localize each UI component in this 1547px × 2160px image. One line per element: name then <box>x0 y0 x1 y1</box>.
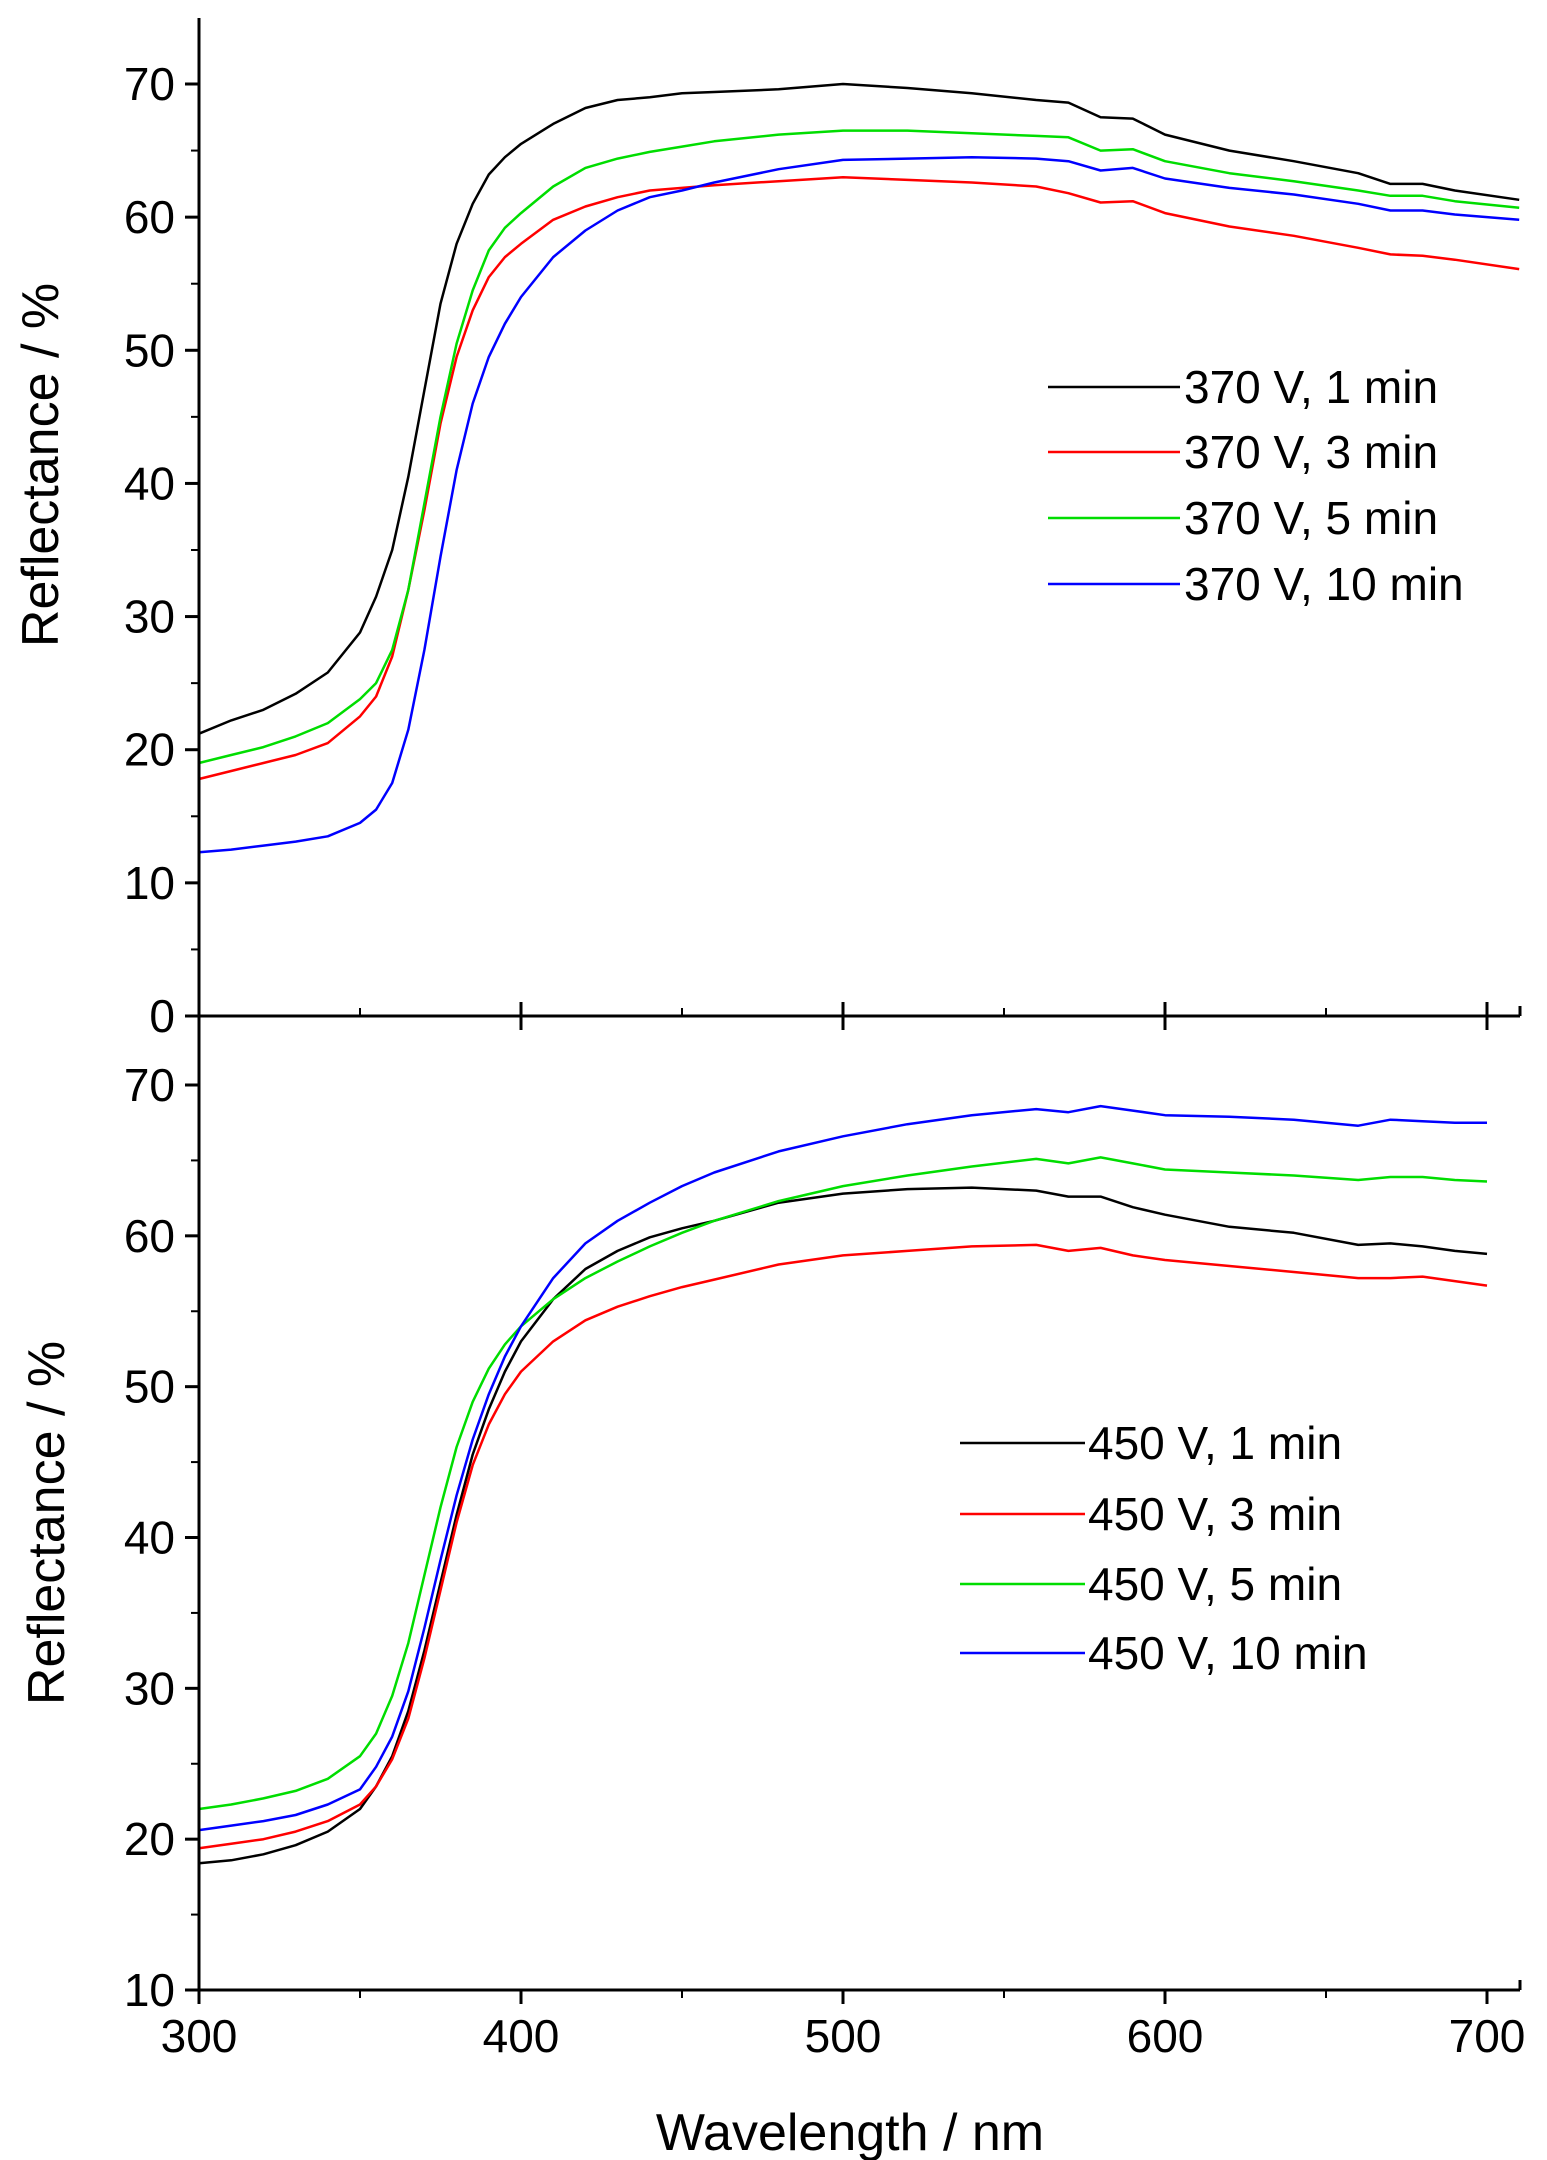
top-ytick-label: 50 <box>124 324 175 376</box>
bottom-axes: 10 20 30 40 50 60 70 300 400 500 600 700 <box>124 1016 1526 2062</box>
top-ytick-label: 20 <box>124 724 175 776</box>
bottom-xtick-label: 600 <box>1127 2010 1204 2062</box>
top-ytick-label: 70 <box>124 58 175 110</box>
top-ylabel: Reflectance / % <box>12 283 70 647</box>
bottom-ylabel: Reflectance / % <box>18 1341 76 1705</box>
top-series-1-line <box>198 82 1520 735</box>
bottom-ytick-label: 60 <box>124 1210 175 1262</box>
bottom-ytick-label: 50 <box>124 1361 175 1413</box>
bottom-legend-label-3: 450 V, 5 min <box>1088 1558 1342 1610</box>
bottom-xtick-label: 400 <box>483 2010 560 2062</box>
top-plot-lines <box>198 82 1520 854</box>
top-series-4-line <box>198 155 1520 854</box>
top-ytick-label: 30 <box>124 591 175 643</box>
bottom-plot-lines <box>198 1104 1488 1865</box>
bottom-legend: 450 V, 1 min 450 V, 3 min 450 V, 5 min 4… <box>960 1417 1368 1679</box>
bottom-legend-label-2: 450 V, 3 min <box>1088 1488 1342 1540</box>
top-series-3-line <box>198 129 1520 765</box>
top-panel: 0 10 20 30 40 50 60 70 Reflectance / % 370 V, 1… <box>12 18 1522 1042</box>
bottom-series-2-line <box>198 1243 1488 1850</box>
bottom-xtick-label: 700 <box>1449 2010 1526 2062</box>
top-series-2-line <box>198 175 1520 781</box>
bottom-xtick-label: 500 <box>805 2010 882 2062</box>
bottom-series-3-line <box>198 1156 1488 1811</box>
bottom-ytick-label: 70 <box>124 1059 175 1111</box>
bottom-series-4-line <box>198 1104 1487 1832</box>
top-ytick-label: 10 <box>124 857 175 909</box>
bottom-legend-label-1: 450 V, 1 min <box>1088 1417 1342 1469</box>
bottom-ytick-label: 40 <box>124 1512 175 1564</box>
bottom-ytick-label: 30 <box>124 1662 175 1714</box>
bottom-xlabel: Wavelength / nm <box>656 2104 1044 2160</box>
top-ytick-label: 40 <box>124 457 175 509</box>
top-legend-label-4: 370 V, 10 min <box>1184 558 1464 610</box>
top-axes: 0 10 20 30 40 50 60 70 <box>124 18 1522 1042</box>
top-ytick-label: 60 <box>124 191 175 243</box>
top-legend: 370 V, 1 min 370 V, 3 min 370 V, 5 min 3… <box>1048 361 1464 610</box>
bottom-xtick-label: 300 <box>161 2010 238 2062</box>
top-legend-label-1: 370 V, 1 min <box>1184 361 1438 413</box>
bottom-ytick-label: 20 <box>124 1813 175 1865</box>
top-ytick-label: 0 <box>149 990 175 1042</box>
top-legend-label-2: 370 V, 3 min <box>1184 426 1438 478</box>
bottom-panel: 10 20 30 40 50 60 70 300 400 500 600 700 Reflectanc… <box>18 1016 1525 2160</box>
top-legend-label-3: 370 V, 5 min <box>1184 492 1438 544</box>
bottom-legend-label-4: 450 V, 10 min <box>1088 1627 1368 1679</box>
bottom-ytick-label: 10 <box>124 1964 175 2016</box>
